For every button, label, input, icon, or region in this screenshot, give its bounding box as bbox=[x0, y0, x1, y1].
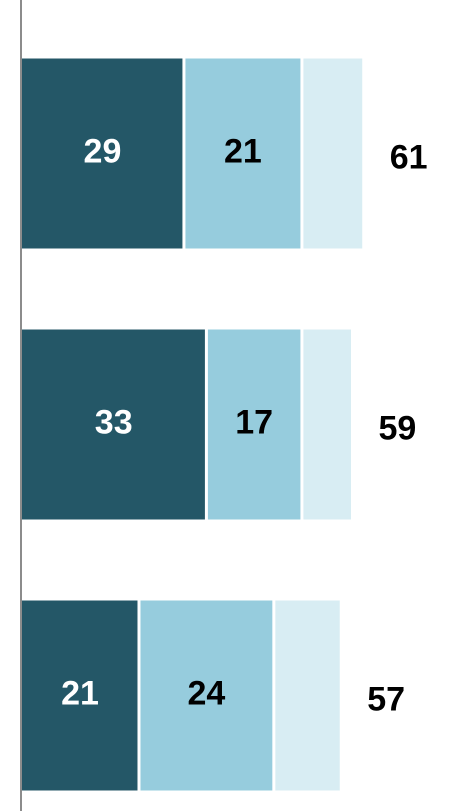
bar-segment bbox=[22, 329, 205, 520]
data-label: 33 bbox=[95, 403, 133, 441]
data-label: 21 bbox=[224, 132, 262, 170]
total-label: 61 bbox=[390, 138, 428, 176]
data-label: 17 bbox=[235, 403, 273, 441]
bar-segment bbox=[303, 329, 351, 520]
data-label: 21 bbox=[61, 674, 99, 712]
bar-segment bbox=[140, 600, 273, 791]
bar-segment bbox=[275, 600, 340, 791]
data-label: 24 bbox=[187, 674, 225, 712]
bar-segment bbox=[303, 58, 363, 249]
bar-segment bbox=[22, 58, 183, 249]
bar-segment bbox=[22, 600, 138, 791]
bar-segment bbox=[207, 329, 301, 520]
total-label: 57 bbox=[367, 680, 405, 718]
data-label: 29 bbox=[84, 132, 122, 170]
bar-segment bbox=[185, 58, 301, 249]
total-label: 59 bbox=[378, 409, 416, 447]
